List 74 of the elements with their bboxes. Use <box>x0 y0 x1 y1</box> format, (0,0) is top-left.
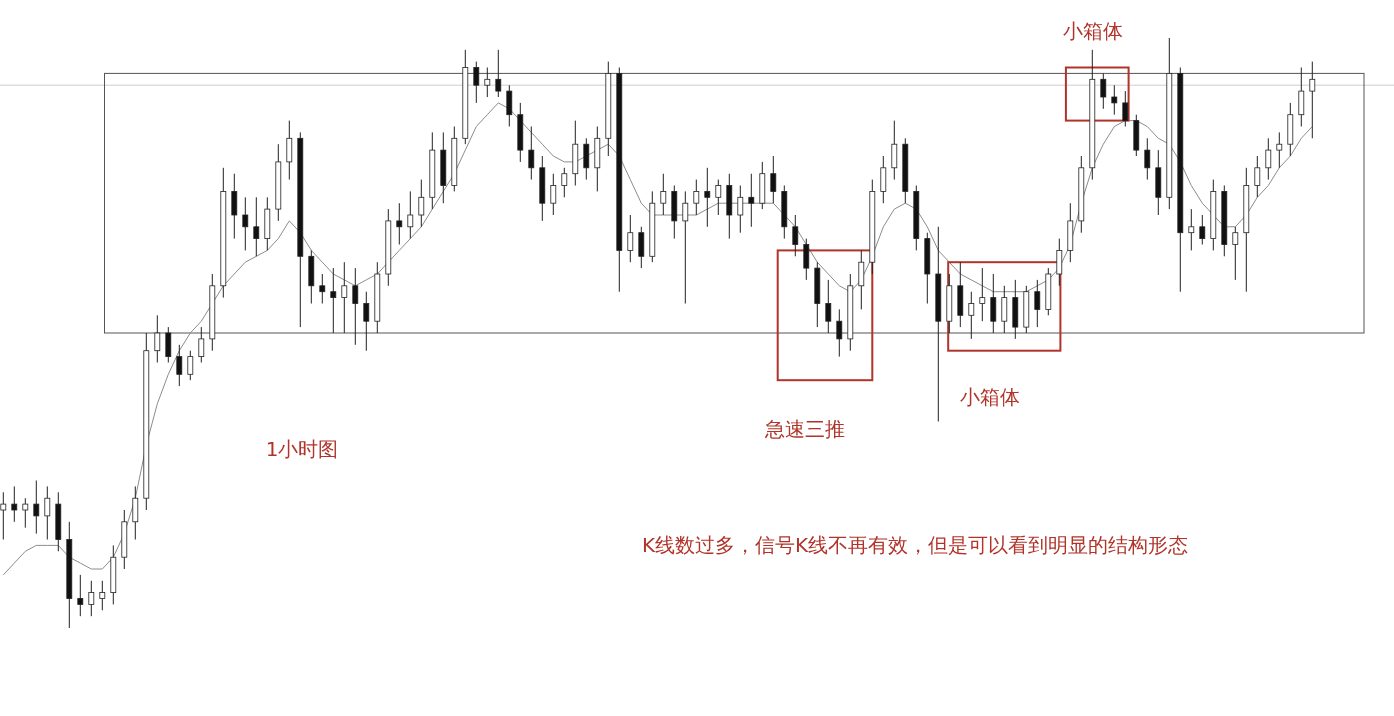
candlestick <box>1122 90 1129 127</box>
candlestick <box>77 574 84 617</box>
candlestick <box>330 267 337 334</box>
candlestick <box>1034 279 1041 328</box>
candlestick <box>1232 226 1239 281</box>
candlestick <box>968 291 975 340</box>
candlestick <box>198 326 205 363</box>
candlestick <box>1056 238 1063 287</box>
annotation: 1小时图 <box>265 437 339 461</box>
candlestick <box>803 238 810 281</box>
candlestick <box>352 267 359 346</box>
candlestick <box>561 167 568 198</box>
candlestick <box>407 190 414 240</box>
candlestick <box>836 308 843 358</box>
candlestick <box>176 344 183 387</box>
candlestick <box>506 84 513 127</box>
candlestick <box>242 196 249 251</box>
candlestick <box>550 173 557 216</box>
candlestick <box>0 491 7 540</box>
candlestick <box>319 273 326 304</box>
candlestick <box>1265 137 1272 181</box>
candlestick <box>396 202 403 245</box>
candlestick <box>33 480 40 535</box>
candlestick <box>715 179 722 216</box>
candlestick <box>638 226 645 269</box>
candlestick <box>1111 84 1118 116</box>
candlestick <box>1001 285 1008 334</box>
candlestick <box>1188 208 1195 251</box>
candlestick <box>1276 131 1283 169</box>
candlestick <box>825 279 832 334</box>
candlestick <box>231 173 238 240</box>
candlestick <box>165 326 172 363</box>
candlestick <box>99 580 106 611</box>
candlestick <box>858 249 865 310</box>
candlestick <box>484 67 491 98</box>
annotation: 小箱体 <box>1063 19 1123 43</box>
annotation: K线数过多，信号K线不再有效，但是可以看到明显的结构形态 <box>641 533 1189 557</box>
annotation: 小箱体 <box>960 385 1020 409</box>
candlestick <box>682 190 689 304</box>
candlestick <box>44 485 51 540</box>
candlestick <box>627 214 634 263</box>
candlestick <box>253 196 260 257</box>
candlestick <box>418 179 425 228</box>
candlestick <box>154 314 161 363</box>
candlestick <box>495 49 502 98</box>
candlestick <box>660 173 667 216</box>
candlestick <box>792 214 799 257</box>
candlestick <box>473 61 480 104</box>
candlestick <box>979 267 986 322</box>
annotation: 急速三推 <box>764 417 845 441</box>
candlestick <box>11 485 18 523</box>
candlestick <box>1298 67 1305 127</box>
candlestick <box>341 261 348 334</box>
candlestick <box>1100 72 1107 110</box>
candlestick <box>880 155 887 204</box>
candlestick <box>286 120 293 181</box>
candlestick <box>88 580 95 617</box>
candlestick <box>1199 214 1206 245</box>
candlestick <box>748 173 755 228</box>
candlestick <box>363 291 370 352</box>
candlestick <box>1254 155 1261 198</box>
candlestick <box>22 497 29 529</box>
candlestick <box>704 167 711 228</box>
candlestick <box>737 185 744 234</box>
candlestick <box>528 126 535 181</box>
candlestick <box>990 273 997 334</box>
candlestick <box>583 137 590 181</box>
candlestick <box>187 350 194 381</box>
candlestick <box>132 485 139 540</box>
candlestick <box>693 179 700 216</box>
candlestick <box>1144 137 1151 181</box>
candlestick <box>1309 61 1316 139</box>
candlestick <box>770 155 777 204</box>
candlestick <box>891 120 898 181</box>
